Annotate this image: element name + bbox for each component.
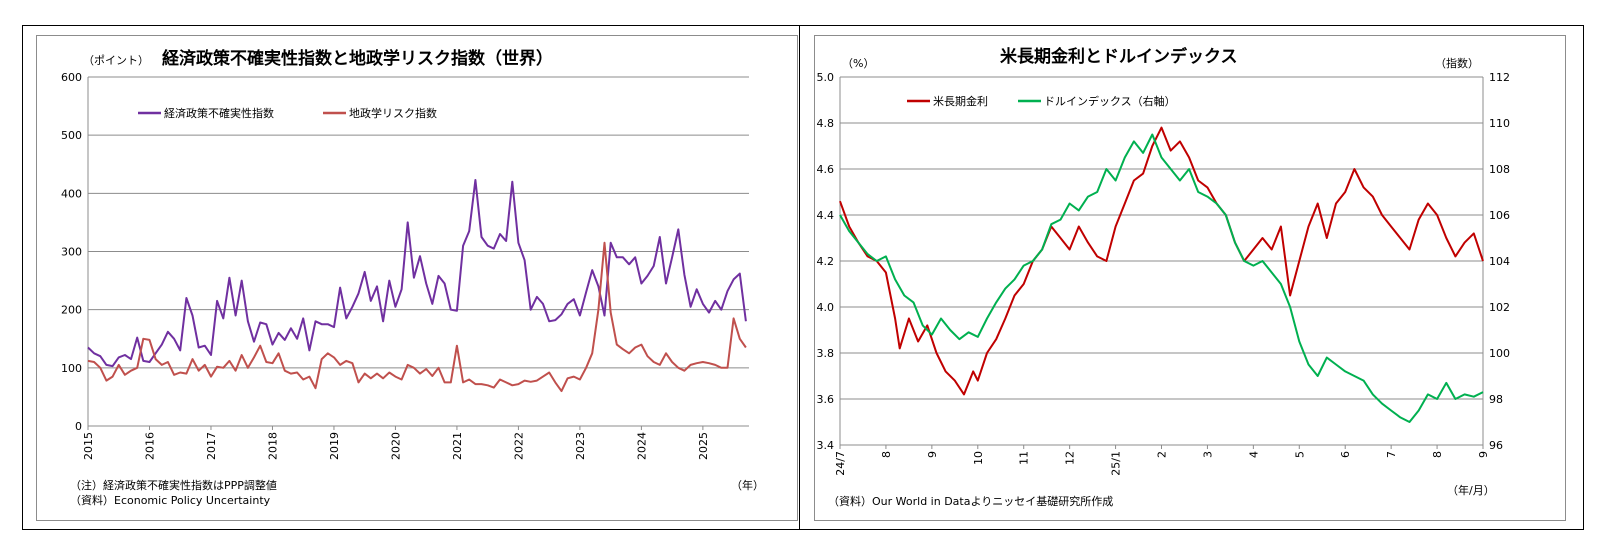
x-tick-label: 3 (1201, 451, 1214, 458)
legend-label-dxy: ドルインデックス（右軸） (1044, 94, 1176, 108)
series-line-0 (839, 126, 1484, 396)
x-tick-label: 6 (1339, 451, 1352, 458)
x-tick-label: 2019 (328, 432, 341, 460)
x-tick-label: 2 (1156, 451, 1169, 458)
y-tick-label: 4.4 (817, 209, 835, 222)
legend-label-yield: 米長期金利 (933, 94, 988, 108)
y-tick-label: 200 (61, 304, 82, 317)
plot-area: 3.43.63.84.04.24.44.64.85.09698100102104… (817, 71, 1511, 476)
y2-tick-label: 98 (1489, 393, 1503, 406)
y-tick-label: 600 (61, 71, 82, 84)
y2-tick-label: 96 (1489, 439, 1503, 452)
y-tick-label: 3.4 (817, 439, 835, 452)
epu-gpr-chart-panel: 経済政策不確実性指数と地政学リスク指数（世界） （ポイント） （年） （注）経済… (36, 35, 798, 521)
x-tick-label: 4 (1247, 451, 1260, 458)
x-tick-label: 2015 (82, 432, 95, 460)
legend: 経済政策不確実性指数 地政学リスク指数 (138, 106, 437, 120)
y-tick-label: 4.6 (817, 163, 835, 176)
legend: 米長期金利 ドルインデックス（右軸） (907, 94, 1176, 108)
y-unit-label-right: （指数） (1435, 56, 1479, 70)
source-note: （資料）Our World in Dataよりニッセイ基礎研究所作成 (828, 494, 1113, 508)
yield-dollar-chart-panel: 米長期金利とドルインデックス （%） （指数） （年/月） （資料）Our Wo… (814, 35, 1566, 521)
y-tick-label: 100 (61, 362, 82, 375)
figure-frame (22, 25, 1584, 530)
x-tick-label: 7 (1385, 451, 1398, 458)
x-tick-label: 2016 (143, 432, 156, 460)
x-tick-label: 2024 (635, 432, 648, 460)
legend-label-epu: 経済政策不確実性指数 (164, 106, 274, 120)
series-line-1 (87, 241, 747, 393)
y-tick-label: 4.2 (817, 255, 835, 268)
series-line-0 (87, 179, 747, 368)
x-tick-label: 25/1 (1110, 451, 1123, 476)
note-line-2: （資料）Economic Policy Uncertainty (70, 493, 271, 507)
x-tick-label: 9 (1477, 451, 1490, 458)
yield-dollar-chart: 米長期金利とドルインデックス （%） （指数） （年/月） （資料）Our Wo… (817, 46, 1511, 508)
x-tick-label: 8 (880, 451, 893, 458)
figure-divider (799, 25, 800, 530)
x-tick-label: 2025 (697, 432, 710, 460)
y2-tick-label: 106 (1489, 209, 1510, 222)
x-tick-label: 2023 (574, 432, 587, 460)
y-tick-label: 3.8 (817, 347, 835, 360)
x-tick-label: 2020 (389, 432, 402, 460)
x-tick-label: 2021 (451, 432, 464, 460)
y2-tick-label: 112 (1489, 71, 1510, 84)
y2-tick-label: 108 (1489, 163, 1510, 176)
x-unit-label: （年） (731, 478, 764, 492)
y-unit-label: （ポイント） (83, 54, 149, 67)
y-tick-label: 3.6 (817, 393, 835, 406)
y2-tick-label: 100 (1489, 347, 1510, 360)
x-tick-label: 12 (1064, 451, 1077, 465)
x-tick-label: 24/7 (834, 451, 847, 476)
x-tick-label: 5 (1293, 451, 1306, 458)
legend-label-gpr: 地政学リスク指数 (349, 106, 437, 120)
y-unit-label-left: （%） (842, 57, 874, 70)
y-tick-label: 4.0 (817, 301, 835, 314)
y2-tick-label: 102 (1489, 301, 1510, 314)
epu-gpr-chart: 経済政策不確実性指数と地政学リスク指数（世界） （ポイント） （年） （注）経済… (61, 48, 764, 507)
x-unit-label: （年/月） (1447, 483, 1495, 497)
note-line-1: （注）経済政策不確実性指数はPPP調整値 (70, 478, 277, 492)
plot-area: 0 100 200 300 400 500 600 2015 2016 2017 2018 2019 2… (61, 71, 749, 460)
x-tick-label: 11 (1018, 451, 1031, 465)
x-tick-label: 2018 (266, 432, 279, 460)
y-tick-label: 400 (61, 187, 82, 200)
chart-title: 米長期金利とドルインデックス (1000, 46, 1238, 67)
x-tick-label: 2017 (205, 432, 218, 460)
x-tick-label: 8 (1431, 451, 1444, 458)
x-tick-label: 2022 (512, 432, 525, 460)
y-tick-label: 300 (61, 246, 82, 259)
y2-tick-label: 104 (1489, 255, 1510, 268)
x-tick-label: 10 (972, 451, 985, 465)
y-tick-label: 500 (61, 129, 82, 142)
x-tick-label: 9 (926, 451, 939, 458)
y-tick-label: 0 (75, 420, 82, 433)
series-line-1 (839, 133, 1484, 423)
y-tick-label: 4.8 (817, 117, 835, 130)
y2-tick-label: 110 (1489, 117, 1510, 130)
chart-title: 経済政策不確実性指数と地政学リスク指数（世界） (162, 48, 553, 69)
y-tick-label: 5.0 (817, 71, 835, 84)
